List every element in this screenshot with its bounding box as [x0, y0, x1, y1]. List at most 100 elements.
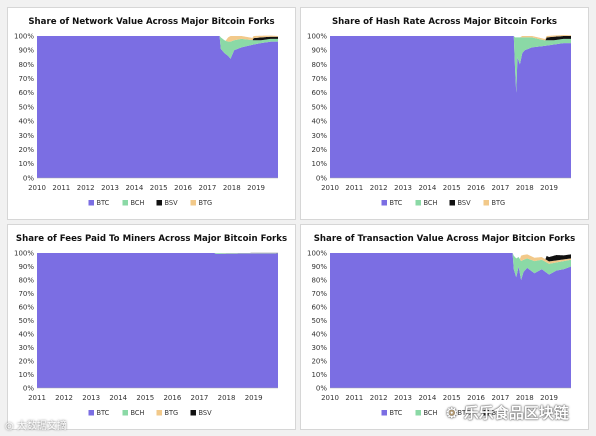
x-tick-label: 2013 — [101, 184, 119, 192]
y-tick-label: 70% — [18, 290, 34, 298]
area-layers — [37, 252, 278, 388]
y-tick-label: 10% — [18, 160, 34, 168]
x-tick-label: 2014 — [125, 184, 143, 192]
y-tick-label: 20% — [311, 357, 327, 365]
series-area-bch — [37, 253, 278, 254]
legend-swatch-btc — [381, 200, 387, 206]
legend-swatch-bch — [122, 200, 128, 206]
legend-label-bsv: BSV — [199, 409, 213, 417]
y-tick-label: 20% — [311, 146, 327, 154]
x-tick-label: 2015 — [136, 394, 154, 402]
x-tick-label: 2016 — [467, 394, 485, 402]
y-tick-label: 0% — [23, 384, 34, 392]
y-tick-label: 0% — [23, 174, 34, 182]
transaction-value-chart: Share of Transaction Value Across Major … — [307, 234, 575, 417]
x-tick-label: 2011 — [52, 184, 70, 192]
x-tick-label: 2015 — [443, 394, 461, 402]
x-tick-label: 2014 — [418, 184, 436, 192]
y-tick-label: 80% — [311, 61, 327, 69]
legend-swatch-btc — [88, 410, 94, 416]
legend-label-btc: BTC — [390, 409, 403, 417]
x-tick-label: 2013 — [394, 184, 412, 192]
x-tick-label: 2019 — [540, 184, 558, 192]
y-tick-label: 60% — [311, 303, 327, 311]
y-tick-label: 10% — [18, 371, 34, 379]
x-tick-label: 2018 — [223, 184, 241, 192]
y-tick-label: 50% — [311, 317, 327, 325]
y-tick-label: 0% — [316, 174, 327, 182]
x-tick-label: 2014 — [109, 394, 127, 402]
legend-swatch-bsv — [449, 200, 455, 206]
y-tick-label: 50% — [311, 103, 327, 111]
x-tick-label: 2019 — [247, 184, 265, 192]
legend-swatch-bch — [415, 410, 421, 416]
chart-title: Share of Network Value Across Major Bitc… — [28, 17, 274, 27]
x-tick-label: 2011 — [345, 394, 363, 402]
y-tick-label: 70% — [311, 75, 327, 83]
legend: BTC BCH BSV BTG — [88, 199, 213, 207]
x-tick-label: 2018 — [516, 184, 534, 192]
y-tick-label: 40% — [18, 118, 34, 126]
legend-swatch-btg — [449, 410, 455, 416]
x-tick-label: 2012 — [370, 394, 388, 402]
legend-label-bsv: BSV — [165, 199, 179, 207]
x-tick-label: 2011 — [28, 394, 46, 402]
y-tick-label: 30% — [18, 344, 34, 352]
x-tick-label: 2016 — [467, 184, 485, 192]
legend-swatch-bsv — [483, 410, 489, 416]
legend-label-bsv: BSV — [458, 199, 472, 207]
x-tick-label: 2017 — [491, 394, 509, 402]
legend-label-btg: BTG — [199, 199, 213, 207]
x-tick-label: 2018 — [218, 394, 236, 402]
hash-rate-chart: Share of Hash Rate Across Major Bitcoin … — [307, 17, 571, 207]
series-area-bch — [37, 36, 278, 59]
series-area-btc — [37, 36, 278, 178]
y-tick-label: 100% — [14, 249, 34, 257]
legend: BTC BCH BSV BTG — [381, 199, 505, 207]
y-tick-label: 30% — [311, 344, 327, 352]
legend-label-btc: BTC — [97, 199, 110, 207]
x-tick-label: 2015 — [443, 184, 461, 192]
x-tick-label: 2018 — [516, 394, 534, 402]
watermark-left-icon: ◎ — [5, 421, 14, 432]
miner-fees-panel: Share of Fees Paid To Miners Across Majo… — [7, 224, 296, 430]
x-tick-label: 2019 — [540, 394, 558, 402]
x-tick-label: 2010 — [321, 394, 339, 402]
x-tick-label: 2016 — [174, 184, 192, 192]
series-area-btg — [330, 253, 571, 264]
series-area-bch — [330, 253, 571, 280]
y-tick-label: 100% — [14, 32, 34, 40]
x-tick-label: 2013 — [394, 394, 412, 402]
area-layers — [330, 35, 571, 178]
area-layers — [330, 253, 571, 388]
series-area-btg — [37, 35, 278, 42]
legend-swatch-bch — [415, 200, 421, 206]
legend: BTC BCH BTG BSV — [381, 409, 506, 417]
watermark-left-text: 大数据文摘 — [16, 421, 67, 432]
legend-swatch-btg — [190, 200, 196, 206]
legend-swatch-btc — [88, 200, 94, 206]
x-tick-label: 2010 — [28, 184, 46, 192]
y-tick-label: 10% — [311, 371, 327, 379]
y-tick-label: 20% — [18, 357, 34, 365]
hash-rate-panel: Share of Hash Rate Across Major Bitcoin … — [300, 7, 589, 220]
y-tick-label: 10% — [311, 160, 327, 168]
y-tick-label: 70% — [18, 75, 34, 83]
x-tick-label: 2012 — [370, 184, 388, 192]
series-area-btc — [330, 253, 571, 388]
x-tick-label: 2012 — [77, 184, 95, 192]
y-tick-label: 100% — [307, 249, 327, 257]
legend-swatch-btc — [381, 410, 387, 416]
y-tick-label: 20% — [18, 146, 34, 154]
y-tick-label: 80% — [18, 61, 34, 69]
y-tick-label: 90% — [18, 263, 34, 271]
legend-label-bsv: BSV — [492, 409, 506, 417]
y-tick-label: 50% — [18, 317, 34, 325]
y-tick-label: 40% — [311, 118, 327, 126]
legend-label-btc: BTC — [97, 409, 110, 417]
legend-swatch-bsv — [190, 410, 196, 416]
y-tick-label: 50% — [18, 103, 34, 111]
y-tick-label: 60% — [18, 303, 34, 311]
y-tick-label: 40% — [18, 330, 34, 338]
x-tick-label: 2019 — [245, 394, 263, 402]
